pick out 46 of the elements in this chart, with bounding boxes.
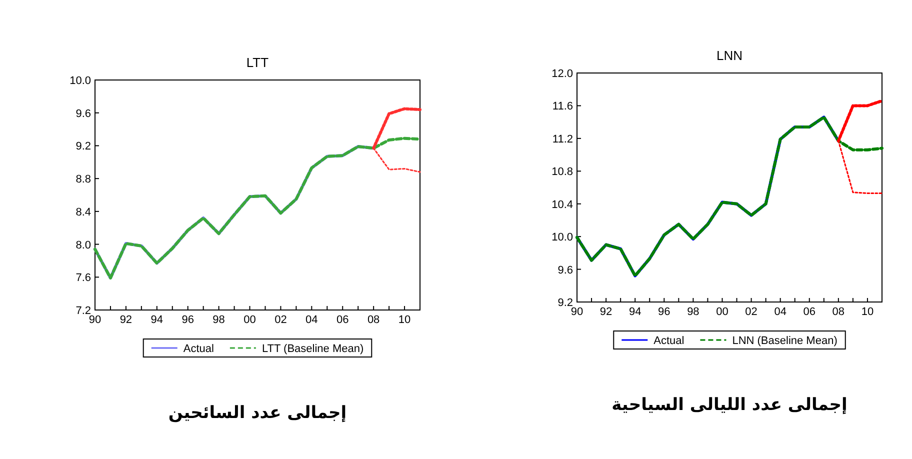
x-tick-label: 06: [803, 306, 816, 318]
x-tick-label: 00: [716, 306, 728, 318]
y-tick-label: 8.4: [76, 206, 91, 218]
x-tick-label: 98: [212, 314, 225, 326]
x-tick-label: 94: [628, 306, 642, 318]
x-tick-label: 90: [570, 306, 584, 318]
x-tick-label: 02: [745, 306, 758, 318]
text: إجمالى عدد السائحين: [168, 403, 347, 423]
x-tick-label: 06: [336, 314, 349, 326]
y-tick-label: 7.2: [76, 305, 91, 317]
y-tick-label: 9.2: [76, 140, 91, 153]
chart-title: LNN: [716, 48, 743, 63]
y-tick-label: 11.2: [552, 133, 573, 146]
x-tick-label: 04: [306, 314, 318, 326]
y-tick-label: 8.8: [76, 174, 91, 186]
x-tick-label: 08: [832, 306, 845, 318]
x-tick-label: 00: [244, 314, 256, 326]
legend-label: Actual: [654, 335, 684, 347]
x-tick-label: 92: [600, 306, 612, 318]
x-tick-label: 10: [398, 314, 411, 326]
x-tick-label: 08: [367, 314, 380, 326]
x-tick-label: 04: [774, 306, 786, 318]
x-tick-label: 10: [861, 306, 874, 318]
x-tick-label: 92: [120, 314, 132, 326]
x-tick-label: 96: [658, 306, 670, 318]
y-tick-label: 10.0: [552, 232, 573, 244]
y-tick-label: 11.6: [552, 100, 573, 113]
x-tick-label: 94: [150, 314, 164, 326]
y-tick-label: 10.8: [552, 166, 573, 178]
x-tick-label: 96: [182, 314, 194, 326]
x-tick-label: 98: [687, 306, 700, 318]
legend-label: LTT (Baseline Mean): [262, 343, 364, 355]
legend-label: LNN (Baseline Mean): [732, 335, 838, 347]
y-tick-label: 8.0: [76, 239, 91, 252]
chart-title: LTT: [246, 55, 269, 70]
y-tick-label: 7.6: [76, 272, 91, 284]
y-tick-label: 10.4: [552, 198, 573, 211]
text: إجمالى عدد الليالى السياحية: [612, 395, 848, 415]
y-tick-label: 12.0: [552, 68, 573, 80]
y-tick-label: 10.0: [70, 75, 91, 87]
y-tick-label: 9.6: [558, 264, 573, 276]
y-tick-label: 9.2: [558, 297, 573, 309]
legend-label: Actual: [183, 343, 214, 355]
x-tick-label: 02: [274, 314, 287, 326]
x-tick-label: 90: [88, 314, 102, 326]
y-tick-label: 9.6: [76, 108, 91, 120]
